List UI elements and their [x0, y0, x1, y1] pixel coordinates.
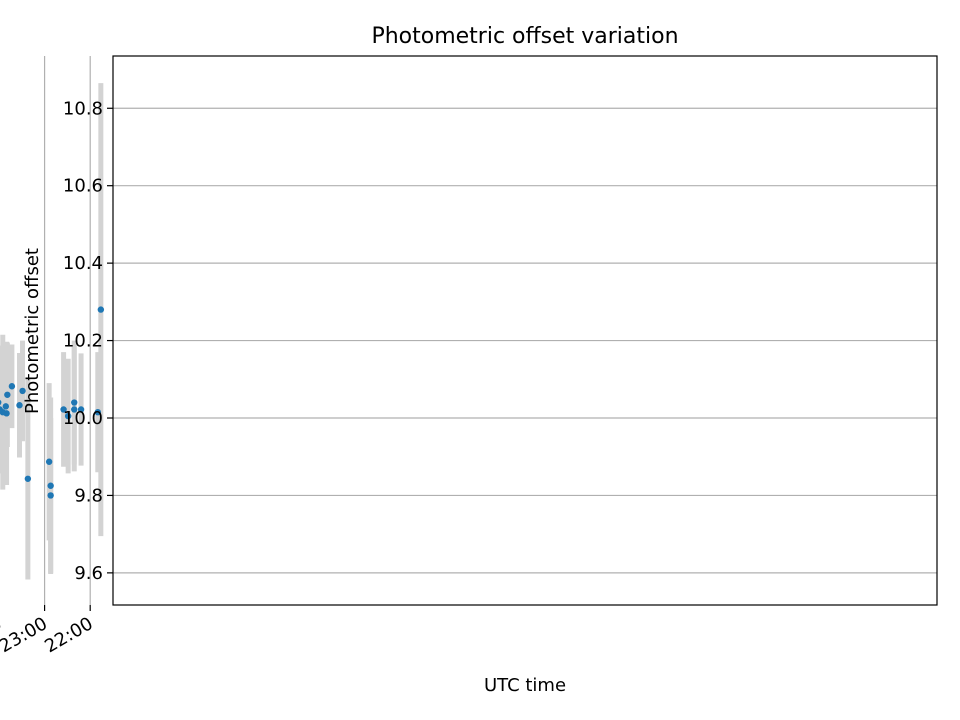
- y-tick-label: 10.6: [63, 176, 103, 197]
- y-tick-label: 10.0: [63, 408, 103, 429]
- data-point: [71, 399, 78, 406]
- data-point: [97, 306, 105, 313]
- grid: [43, 56, 937, 605]
- y-tick-label: 9.8: [74, 485, 103, 506]
- y-tick-label: 9.6: [74, 563, 103, 584]
- data-points: [0, 306, 105, 499]
- data-point: [60, 406, 67, 413]
- data-point: [71, 406, 78, 413]
- chart-title: Photometric offset variation: [371, 24, 678, 49]
- data-point: [0, 399, 2, 406]
- y-tick-label: 10.8: [63, 98, 103, 119]
- x-axis-label: UTC time: [484, 675, 566, 696]
- data-point: [19, 387, 26, 395]
- data-point: [94, 408, 101, 416]
- data-point: [0, 406, 3, 413]
- data-point: [4, 391, 11, 398]
- data-point: [45, 458, 53, 465]
- y-axis-ticks: 9.6 9.8 10.0 10.2 10.4 10.6 10.8: [63, 98, 113, 584]
- data-point: [24, 475, 32, 482]
- x-tick-label: 23:00: [0, 613, 51, 657]
- x-tick-label: 22:00: [41, 613, 96, 657]
- data-point: [77, 406, 85, 413]
- data-point: [2, 403, 10, 410]
- data-point: [8, 383, 16, 390]
- y-tick-label: 10.4: [63, 253, 103, 274]
- data-point: [64, 412, 72, 420]
- data-point: [47, 482, 54, 489]
- data-point: [47, 492, 54, 499]
- data-point: [16, 402, 23, 409]
- y-axis-label: Photometric offset: [22, 248, 43, 414]
- plot-frame: [112, 55, 938, 606]
- y-tick-label: 10.2: [63, 331, 103, 352]
